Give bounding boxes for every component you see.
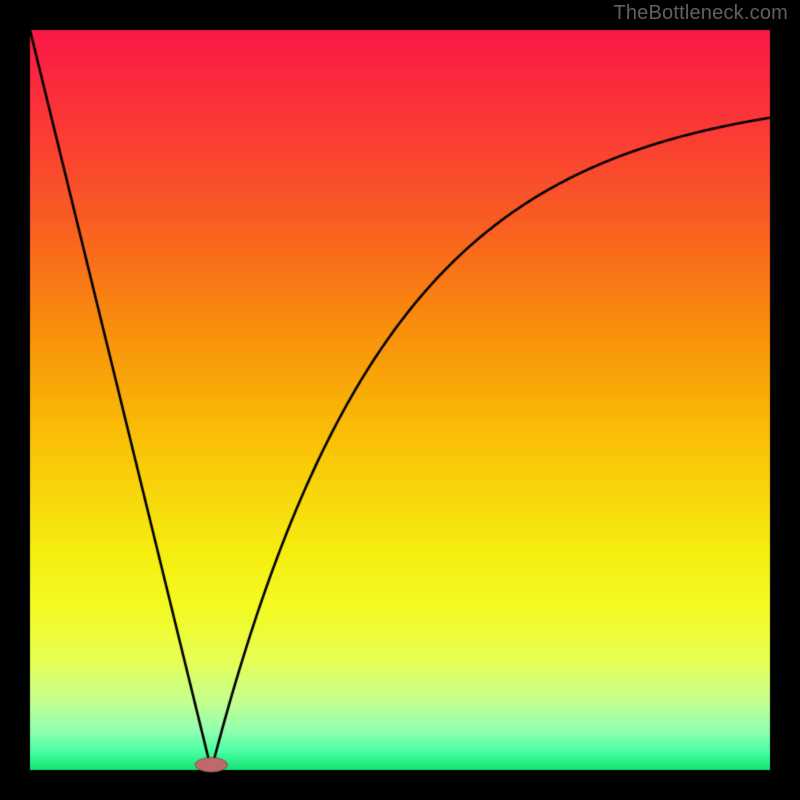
watermark-text: TheBottleneck.com: [613, 2, 788, 25]
bottleneck-chart: [0, 0, 800, 800]
